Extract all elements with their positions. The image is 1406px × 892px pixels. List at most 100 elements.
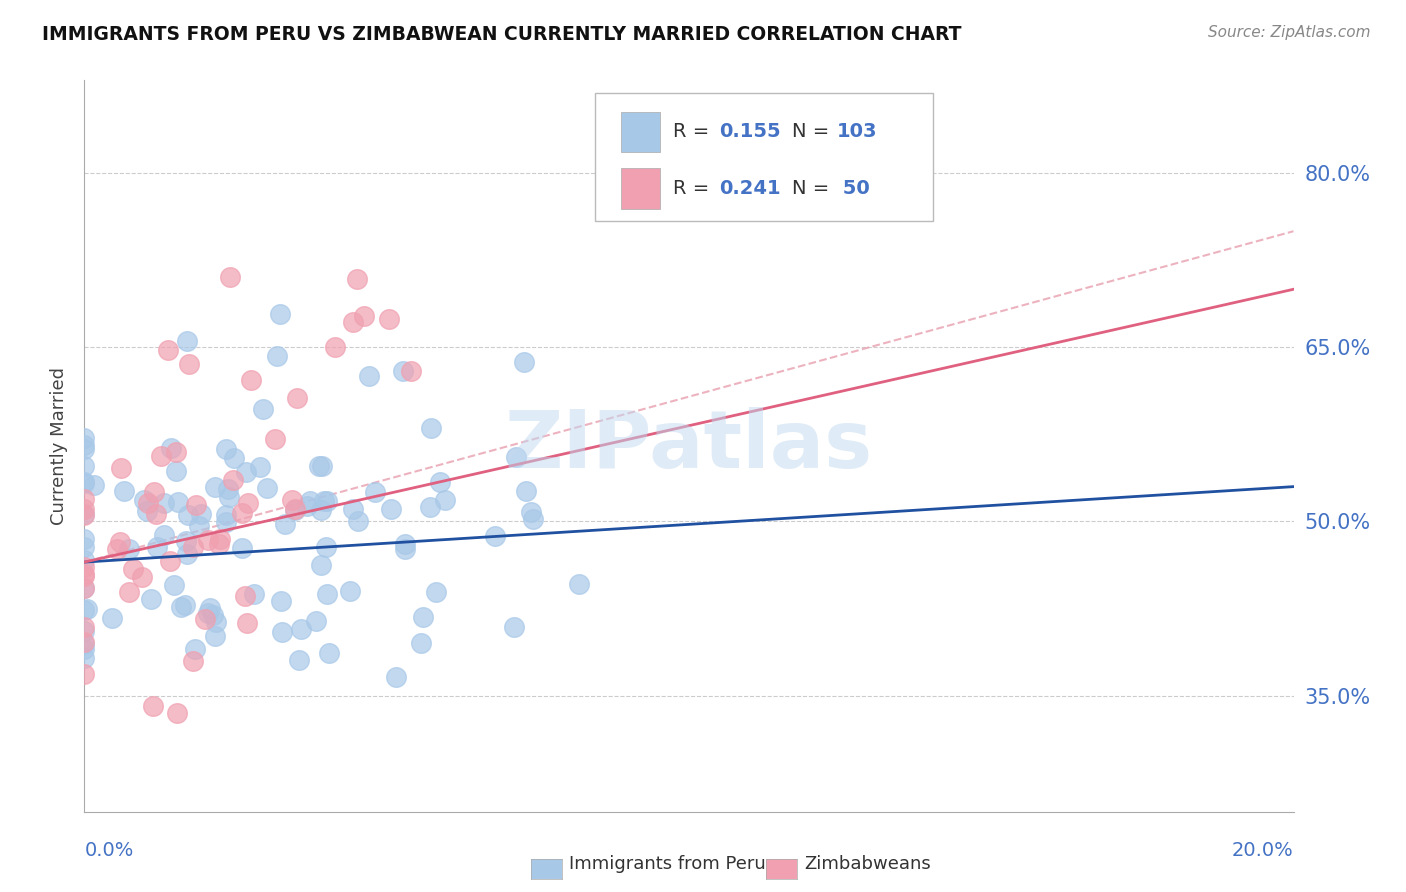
Point — [252, 401, 274, 416]
Point — [73, 559, 96, 574]
Point — [342, 315, 364, 329]
Point — [315, 540, 337, 554]
Point — [181, 654, 204, 668]
Point — [231, 541, 253, 555]
Text: Immigrants from Peru: Immigrants from Peru — [569, 855, 766, 873]
Point — [156, 343, 179, 357]
Point — [73, 491, 96, 506]
Point — [378, 311, 401, 326]
Point — [73, 635, 96, 649]
Point — [384, 670, 406, 684]
Point — [176, 334, 198, 348]
Point — [73, 475, 96, 490]
Point — [249, 460, 271, 475]
Point — [197, 533, 219, 548]
Point — [190, 508, 212, 522]
Point — [73, 624, 96, 638]
Text: 103: 103 — [837, 122, 877, 141]
Point — [167, 494, 190, 508]
Point — [197, 606, 219, 620]
Point — [121, 562, 143, 576]
Point — [105, 541, 128, 556]
Point — [409, 636, 432, 650]
Point — [183, 642, 205, 657]
Point — [318, 646, 340, 660]
Point — [135, 504, 157, 518]
Point — [153, 495, 176, 509]
Point — [153, 528, 176, 542]
Point — [73, 553, 96, 567]
Point — [346, 515, 368, 529]
Point — [323, 340, 346, 354]
Point — [399, 364, 422, 378]
Text: R =: R = — [673, 122, 716, 141]
Point — [284, 503, 307, 517]
Point — [380, 502, 402, 516]
Point — [290, 622, 312, 636]
Point — [353, 309, 375, 323]
Point — [305, 614, 328, 628]
Point — [165, 444, 187, 458]
Point — [271, 624, 294, 639]
Point — [392, 363, 415, 377]
Point — [73, 502, 96, 516]
Point — [177, 508, 200, 522]
Point — [112, 483, 135, 498]
Text: Zimbabweans: Zimbabweans — [804, 855, 931, 873]
Point — [219, 269, 242, 284]
Point — [312, 494, 335, 508]
Point — [484, 529, 506, 543]
Text: 0.0%: 0.0% — [84, 841, 134, 860]
Point — [110, 461, 132, 475]
Text: 0.155: 0.155 — [720, 122, 780, 141]
Point — [204, 480, 226, 494]
Point — [73, 566, 96, 581]
Point — [235, 465, 257, 479]
Point — [131, 570, 153, 584]
Point — [236, 495, 259, 509]
Point — [73, 476, 96, 491]
Point — [186, 498, 208, 512]
Point — [394, 541, 416, 556]
Point — [200, 601, 222, 615]
Point — [269, 307, 291, 321]
Point — [73, 438, 96, 452]
Point — [73, 620, 96, 634]
Point — [512, 355, 534, 369]
Point — [173, 598, 195, 612]
Point — [73, 641, 96, 656]
Point — [73, 508, 96, 522]
Text: 50: 50 — [837, 179, 870, 198]
Point — [231, 506, 253, 520]
Point — [73, 581, 96, 595]
Point — [288, 653, 311, 667]
Point — [204, 629, 226, 643]
Point — [205, 615, 228, 629]
Point — [311, 458, 333, 473]
Point — [73, 507, 96, 521]
Point — [236, 615, 259, 630]
Point — [73, 603, 96, 617]
Point — [73, 581, 96, 595]
Point — [215, 442, 238, 456]
Point — [208, 536, 231, 550]
Point — [170, 600, 193, 615]
Y-axis label: Currently Married: Currently Married — [49, 367, 67, 525]
Point — [118, 542, 141, 557]
Point — [159, 554, 181, 568]
Point — [145, 508, 167, 522]
Point — [364, 485, 387, 500]
Text: IMMIGRANTS FROM PERU VS ZIMBABWEAN CURRENTLY MARRIED CORRELATION CHART: IMMIGRANTS FROM PERU VS ZIMBABWEAN CURRE… — [42, 25, 962, 44]
Point — [433, 492, 456, 507]
Point — [522, 512, 544, 526]
Point — [224, 451, 246, 466]
Point — [150, 449, 173, 463]
Point — [136, 496, 159, 510]
Point — [110, 535, 132, 549]
FancyBboxPatch shape — [595, 93, 934, 220]
Point — [132, 493, 155, 508]
Point — [519, 505, 541, 519]
Point — [165, 464, 187, 478]
Point — [394, 537, 416, 551]
Point — [73, 533, 96, 547]
